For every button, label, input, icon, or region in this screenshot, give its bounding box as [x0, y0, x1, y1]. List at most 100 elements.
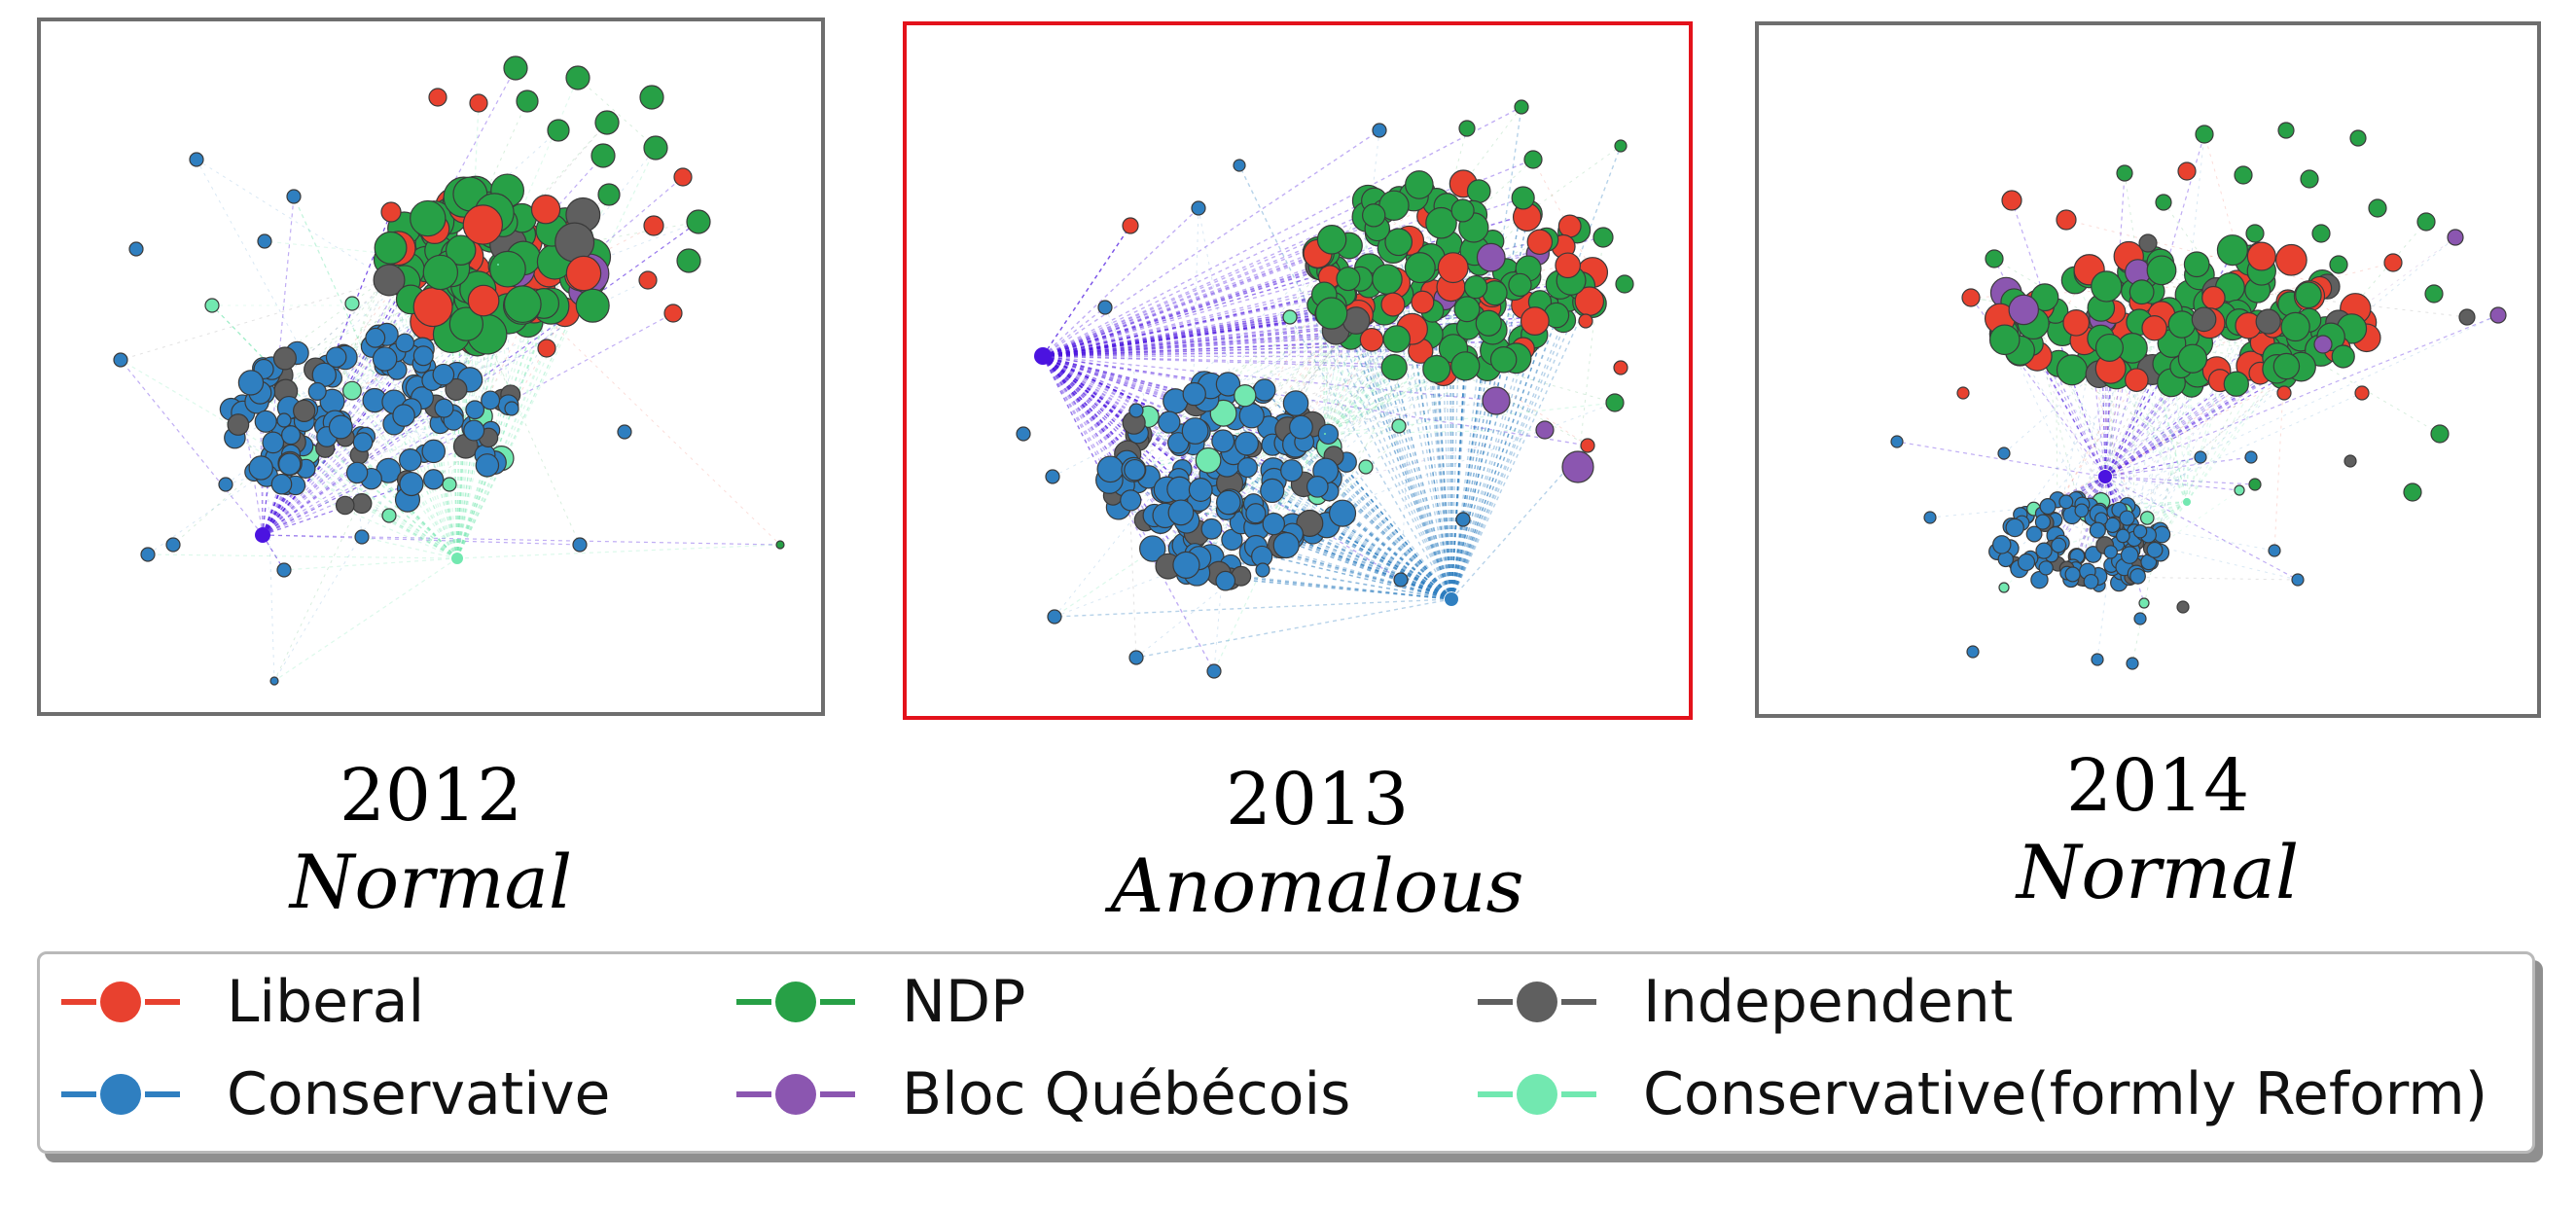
status-label-2012: Normal: [289, 839, 573, 925]
network-node: [1514, 99, 1529, 115]
network-node: [2138, 233, 2158, 253]
network-node: [395, 333, 415, 353]
edges: [1042, 106, 1622, 672]
network-node: [227, 413, 250, 436]
network-node: [276, 562, 292, 578]
network-node: [1372, 123, 1387, 138]
network-node: [1520, 306, 1550, 336]
network-node: [2295, 281, 2322, 309]
network-node: [1450, 198, 1475, 223]
network-node: [2313, 335, 2333, 354]
network-node: [2255, 308, 2281, 335]
network-node: [2103, 545, 2118, 559]
network-node: [686, 209, 711, 234]
network-node: [565, 255, 602, 292]
network-node: [1296, 509, 1324, 537]
network-node: [2056, 209, 2077, 231]
network-node: [1200, 518, 1223, 540]
network-node: [1561, 450, 1594, 483]
network-node: [1450, 351, 1481, 381]
network-node: [1096, 455, 1125, 483]
network-node: [1047, 609, 1062, 625]
network-node: [575, 288, 610, 323]
network-node: [2216, 234, 2248, 267]
network-node: [1328, 499, 1357, 527]
network-node: [2025, 525, 2043, 543]
network-node: [1139, 535, 1166, 562]
network-node: [1475, 309, 1502, 337]
network-node: [1245, 503, 1267, 524]
network-panel-2013: [903, 21, 1693, 720]
network-node: [467, 284, 500, 317]
network-node: [1615, 274, 1634, 294]
network-node: [269, 676, 279, 686]
network-node: [1336, 267, 1361, 292]
network-node: [365, 327, 386, 348]
network-node: [1535, 420, 1555, 440]
edges: [1896, 133, 2499, 664]
legend-label: NDP: [902, 968, 1026, 1036]
network-node: [1526, 229, 1554, 256]
network-node: [1158, 411, 1181, 434]
network-node: [2064, 566, 2081, 583]
network-node: [2268, 544, 2281, 557]
network-node: [2195, 125, 2214, 144]
network-node: [272, 346, 297, 371]
network-node: [1317, 423, 1340, 446]
network-node: [1282, 309, 1298, 325]
network-node: [1045, 469, 1060, 484]
network-node: [2008, 294, 2039, 326]
network-node: [2141, 314, 2167, 341]
hub-node: [451, 553, 463, 564]
network-node: [2089, 521, 2106, 539]
network-node: [1455, 512, 1471, 527]
network-node: [1508, 272, 1532, 298]
network-node: [2091, 270, 2123, 303]
network-node: [2126, 657, 2139, 670]
network-node: [2034, 514, 2052, 530]
network-node: [2223, 371, 2249, 397]
network-node: [1122, 217, 1139, 234]
network-node: [412, 345, 434, 367]
network-node: [399, 471, 424, 497]
network-node: [113, 352, 128, 368]
network-node: [537, 339, 556, 358]
network-node: [422, 254, 459, 291]
network-node: [2246, 241, 2276, 271]
status-label-2013: Anomalous: [1110, 842, 1524, 929]
network-node: [2074, 503, 2090, 518]
network-node: [1555, 252, 1582, 279]
network-node: [1361, 203, 1386, 228]
network-node: [442, 477, 457, 492]
hub-node: [2183, 498, 2191, 506]
network-node: [2354, 385, 2370, 401]
network-node: [1997, 446, 2011, 460]
network-node: [1613, 360, 1628, 375]
network-node: [335, 495, 355, 516]
network-node: [1476, 242, 1506, 272]
network-node: [2155, 194, 2172, 211]
network-node: [469, 93, 488, 113]
network-node: [2447, 229, 2464, 246]
legend-label: Conservative(formly Reform): [1643, 1060, 2488, 1128]
network-node: [617, 424, 632, 440]
network-node: [307, 381, 327, 401]
network-node: [2248, 478, 2262, 491]
network-node: [2058, 494, 2074, 510]
network-node: [380, 201, 402, 223]
hub-node: [497, 264, 499, 266]
network-node: [481, 390, 501, 411]
network-node: [428, 88, 447, 107]
network-node: [448, 306, 484, 341]
network-node: [2234, 484, 2245, 496]
network-node: [676, 248, 701, 273]
network-node: [1391, 418, 1407, 434]
network-node: [2277, 122, 2295, 139]
network-node: [1211, 429, 1235, 453]
legend-label: Bloc Québécois: [902, 1060, 1351, 1128]
network-node: [1997, 551, 2015, 568]
network-node: [2146, 541, 2164, 558]
network-node: [1961, 288, 1981, 307]
network-node: [2383, 253, 2403, 272]
network-node: [2138, 597, 2150, 609]
